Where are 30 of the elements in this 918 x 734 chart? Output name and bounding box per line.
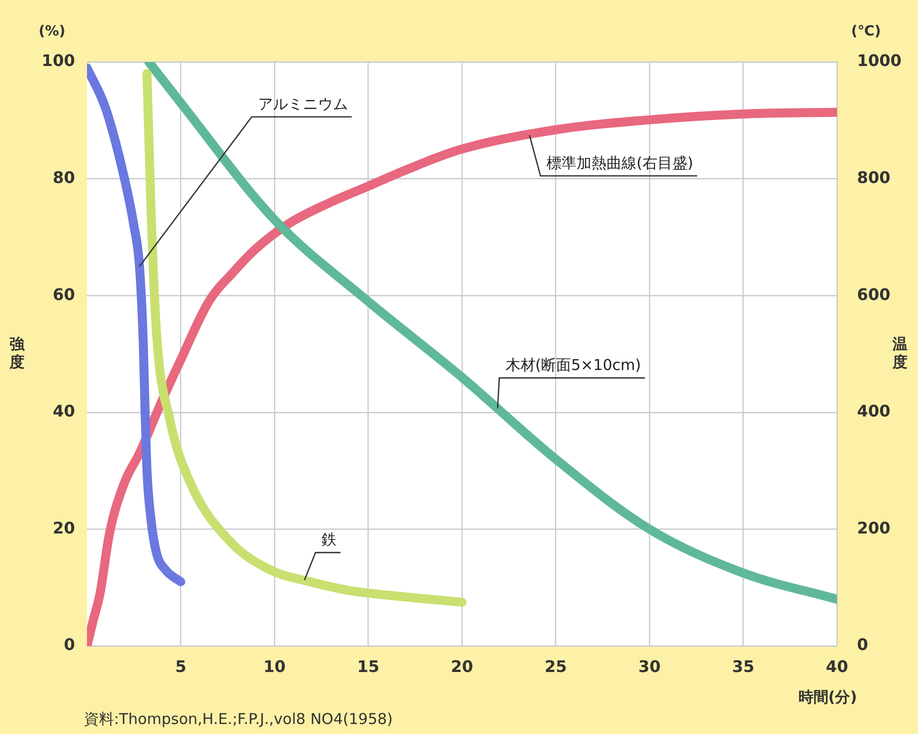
x-tick-label: 10: [263, 656, 286, 676]
series-label: 標準加熱曲線(右目盛): [546, 154, 694, 172]
x-tick-label: 5: [175, 656, 186, 676]
text: (%): [38, 24, 66, 40]
x-tick-label: 35: [732, 656, 754, 676]
text: (℃): [851, 24, 881, 40]
x-tick-label: 20: [450, 656, 474, 676]
x-tick-label: 40: [826, 656, 848, 676]
y-tick-label: 100: [42, 51, 75, 70]
x-tick-label: 25: [544, 656, 567, 676]
y2-tick-label: 200: [857, 518, 890, 538]
y-tick-label: 60: [52, 284, 75, 304]
x-axis-title: 時間(分): [798, 688, 857, 706]
y2-tick-label: 400: [857, 402, 890, 421]
y-tick-label: 80: [52, 168, 75, 187]
x-tick-label: 15: [357, 656, 380, 676]
text: 資料:Thompson,H.E.;F.P.J.,vol8 NO4(1958): [84, 710, 393, 728]
y-tick-label: 0: [64, 635, 75, 654]
y2-tick-label: 0: [857, 635, 868, 654]
x-tick-label: 30: [638, 656, 661, 676]
text: アルミニウム: [258, 94, 348, 113]
text: 鉄: [322, 530, 336, 548]
y-axis-title: 強度: [8, 334, 26, 371]
y2-axis-title: 温度: [892, 334, 908, 371]
y2-tick-label: 600: [857, 284, 890, 304]
y-tick-label: 40: [52, 402, 75, 421]
y-tick-label: 20: [52, 518, 75, 538]
text: 木材(断面5×10cm): [505, 356, 642, 374]
y2-tick-label: 800: [857, 168, 890, 187]
y2-tick-label: 1000: [857, 51, 902, 70]
